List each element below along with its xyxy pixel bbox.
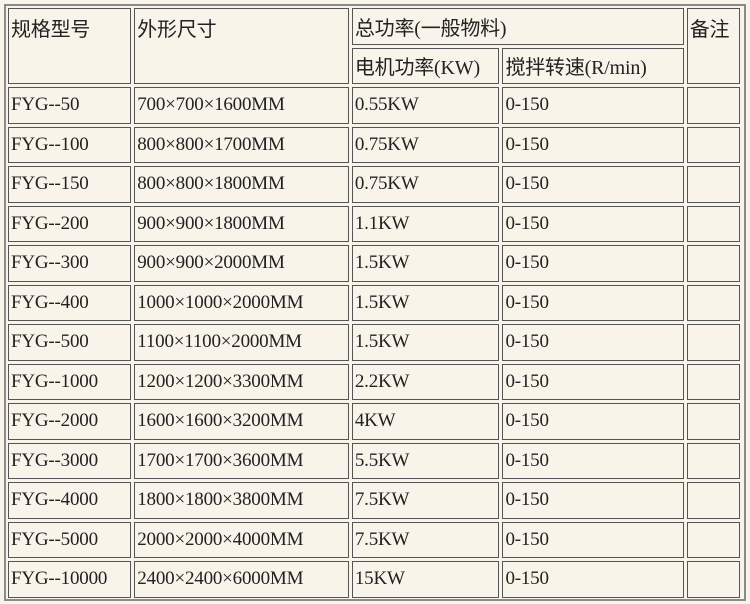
cell-stir-speed: 0-150 [502, 87, 684, 124]
table-row: FYG--400 1000×1000×2000MM 1.5KW 0-150 [8, 284, 740, 321]
cell-motor-power: 5.5KW [351, 442, 500, 479]
cell-dimensions: 1700×1700×3600MM [134, 442, 349, 479]
cell-stir-speed: 0-150 [502, 363, 684, 400]
table-row: FYG--50 700×700×1600MM 0.55KW 0-150 [8, 87, 740, 124]
cell-stir-speed: 0-150 [502, 126, 684, 163]
cell-dimensions: 800×800×1800MM [134, 166, 349, 203]
cell-model: FYG--150 [8, 166, 132, 203]
cell-motor-power: 0.75KW [351, 166, 500, 203]
cell-stir-speed: 0-150 [502, 205, 684, 242]
cell-remarks [686, 245, 740, 282]
cell-stir-speed: 0-150 [502, 482, 684, 519]
cell-motor-power: 1.5KW [351, 245, 500, 282]
cell-dimensions: 900×900×2000MM [134, 245, 349, 282]
cell-motor-power: 4KW [351, 403, 500, 440]
cell-model: FYG--300 [8, 245, 132, 282]
cell-remarks [686, 561, 740, 598]
cell-model: FYG--200 [8, 205, 132, 242]
cell-model: FYG--100 [8, 126, 132, 163]
cell-remarks [686, 442, 740, 479]
cell-motor-power: 0.75KW [351, 126, 500, 163]
cell-model: FYG--50 [8, 87, 132, 124]
cell-dimensions: 900×900×1800MM [134, 205, 349, 242]
cell-model: FYG--2000 [8, 403, 132, 440]
table-row: FYG--1000 1200×1200×3300MM 2.2KW 0-150 [8, 363, 740, 400]
cell-model: FYG--3000 [8, 442, 132, 479]
table-row: FYG--10000 2400×2400×6000MM 15KW 0-150 [8, 561, 740, 598]
cell-motor-power: 0.55KW [351, 87, 500, 124]
cell-stir-speed: 0-150 [502, 521, 684, 558]
header-model: 规格型号 [8, 8, 132, 84]
table-row: FYG--300 900×900×2000MM 1.5KW 0-150 [8, 245, 740, 282]
cell-remarks [686, 482, 740, 519]
cell-stir-speed: 0-150 [502, 245, 684, 282]
cell-stir-speed: 0-150 [502, 403, 684, 440]
cell-remarks [686, 284, 740, 321]
header-power-group: 总功率(一般物料) [351, 8, 684, 45]
table-row: FYG--3000 1700×1700×3600MM 5.5KW 0-150 [8, 442, 740, 479]
header-motor-power: 电机功率(KW) [351, 47, 500, 84]
cell-motor-power: 1.1KW [351, 205, 500, 242]
table-row: FYG--100 800×800×1700MM 0.75KW 0-150 [8, 126, 740, 163]
cell-dimensions: 1600×1600×3200MM [134, 403, 349, 440]
cell-remarks [686, 521, 740, 558]
cell-dimensions: 800×800×1700MM [134, 126, 349, 163]
cell-dimensions: 1100×1100×2000MM [134, 324, 349, 361]
header-dimensions: 外形尺寸 [134, 8, 349, 84]
table-row: FYG--4000 1800×1800×3800MM 7.5KW 0-150 [8, 482, 740, 519]
cell-stir-speed: 0-150 [502, 166, 684, 203]
cell-model: FYG--400 [8, 284, 132, 321]
header-row: 规格型号 外形尺寸 总功率(一般物料) 备注 [8, 8, 740, 84]
header-remarks: 备注 [686, 8, 740, 84]
table-row: FYG--150 800×800×1800MM 0.75KW 0-150 [8, 166, 740, 203]
table-row: FYG--5000 2000×2000×4000MM 7.5KW 0-150 [8, 521, 740, 558]
cell-motor-power: 7.5KW [351, 521, 500, 558]
cell-model: FYG--1000 [8, 363, 132, 400]
cell-stir-speed: 0-150 [502, 442, 684, 479]
cell-stir-speed: 0-150 [502, 324, 684, 361]
cell-remarks [686, 126, 740, 163]
header-stir-speed: 搅拌转速(R/min) [502, 47, 684, 84]
cell-remarks [686, 324, 740, 361]
subheader-row: 电机功率(KW) 搅拌转速(R/min) [8, 47, 740, 84]
cell-dimensions: 1800×1800×3800MM [134, 482, 349, 519]
spec-table: 规格型号 外形尺寸 总功率(一般物料) 备注 电机功率(KW) 搅拌转速(R/m… [5, 5, 743, 601]
cell-dimensions: 1200×1200×3300MM [134, 363, 349, 400]
cell-model: FYG--5000 [8, 521, 132, 558]
cell-model: FYG--500 [8, 324, 132, 361]
cell-remarks [686, 363, 740, 400]
table-row: FYG--200 900×900×1800MM 1.1KW 0-150 [8, 205, 740, 242]
table-row: FYG--500 1100×1100×2000MM 1.5KW 0-150 [8, 324, 740, 361]
cell-remarks [686, 87, 740, 124]
cell-motor-power: 15KW [351, 561, 500, 598]
spec-table-frame: 规格型号 外形尺寸 总功率(一般物料) 备注 电机功率(KW) 搅拌转速(R/m… [4, 4, 746, 601]
cell-dimensions: 2400×2400×6000MM [134, 561, 349, 598]
cell-remarks [686, 403, 740, 440]
cell-remarks [686, 205, 740, 242]
cell-model: FYG--4000 [8, 482, 132, 519]
cell-motor-power: 7.5KW [351, 482, 500, 519]
cell-stir-speed: 0-150 [502, 284, 684, 321]
cell-motor-power: 1.5KW [351, 284, 500, 321]
cell-dimensions: 2000×2000×4000MM [134, 521, 349, 558]
cell-motor-power: 1.5KW [351, 324, 500, 361]
table-row: FYG--2000 1600×1600×3200MM 4KW 0-150 [8, 403, 740, 440]
cell-motor-power: 2.2KW [351, 363, 500, 400]
cell-remarks [686, 166, 740, 203]
cell-dimensions: 700×700×1600MM [134, 87, 349, 124]
cell-stir-speed: 0-150 [502, 561, 684, 598]
cell-model: FYG--10000 [8, 561, 132, 598]
cell-dimensions: 1000×1000×2000MM [134, 284, 349, 321]
